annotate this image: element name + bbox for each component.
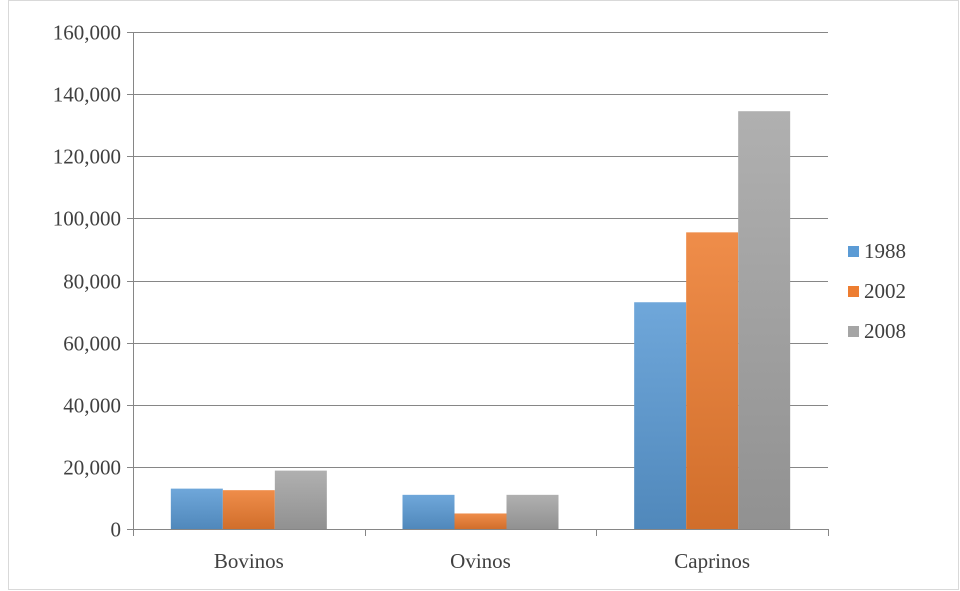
x-tick-label: Caprinos xyxy=(674,549,750,573)
bar-1988-caprinos xyxy=(634,302,687,529)
y-tick-label: 120,000 xyxy=(53,145,121,169)
y-tick-label: 80,000 xyxy=(63,270,121,294)
x-tick-label: Bovinos xyxy=(214,549,284,573)
bar-2008-bovinos xyxy=(274,470,327,529)
legend-swatch xyxy=(848,326,859,337)
bar-2002-caprinos xyxy=(686,232,739,529)
y-tick-label: 100,000 xyxy=(53,207,121,231)
chart-frame xyxy=(8,0,959,590)
bar-2008-caprinos xyxy=(738,111,791,529)
y-tick-label: 60,000 xyxy=(63,332,121,356)
bar-2008-ovinos xyxy=(506,494,559,529)
legend-swatch xyxy=(848,286,859,297)
y-tick-label: 40,000 xyxy=(63,394,121,418)
y-tick-label: 20,000 xyxy=(63,456,121,480)
bar-2002-ovinos xyxy=(454,513,507,529)
legend-label: 2008 xyxy=(864,319,906,343)
y-tick-label: 160,000 xyxy=(53,21,121,45)
legend-swatch xyxy=(848,246,859,257)
x-tick-label: Ovinos xyxy=(450,549,511,573)
legend-label: 1988 xyxy=(864,239,906,263)
bar-1988-ovinos xyxy=(402,494,455,529)
legend-label: 2002 xyxy=(864,279,906,303)
y-tick-label: 140,000 xyxy=(53,83,121,107)
y-tick-label: 0 xyxy=(111,518,122,542)
bar-2002-bovinos xyxy=(222,490,275,529)
bar-1988-bovinos xyxy=(170,488,223,529)
